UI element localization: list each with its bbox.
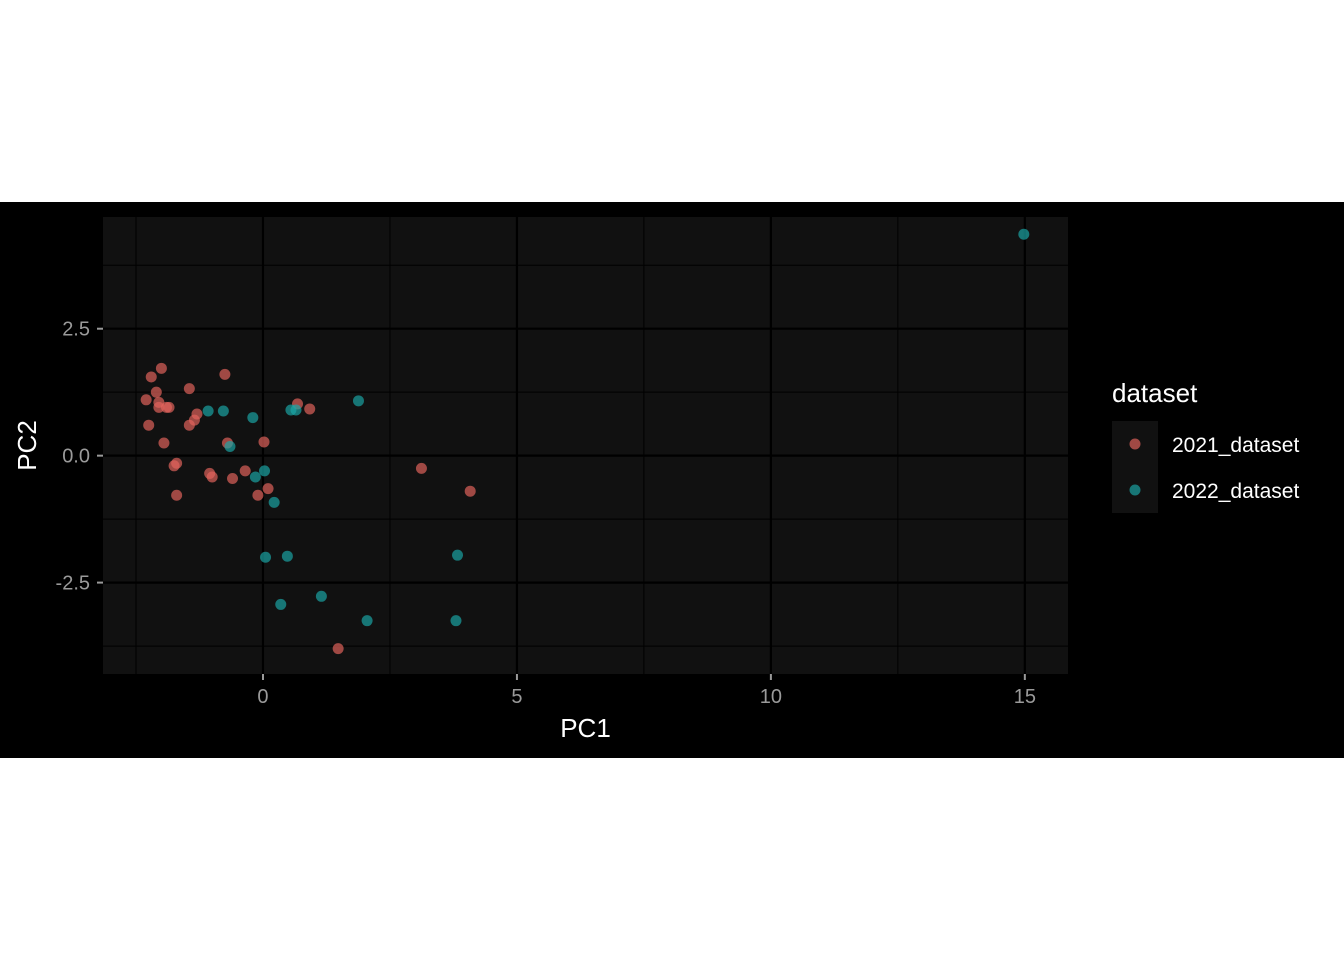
legend-items: 2021_dataset 2022_dataset [1129,434,1299,503]
data-point [304,403,316,415]
data-point [258,436,270,448]
data-point [217,405,229,417]
data-point [1018,228,1030,240]
data-point [260,551,272,563]
y-axis-title: PC2 [12,420,42,471]
x-axis-title: PC1 [560,713,611,743]
y-axis-ticks: -2.5 0.0 2.5 [56,319,103,595]
data-point [155,362,167,374]
data-point [262,483,274,495]
data-point [450,615,462,627]
x-tick-label: 0 [257,686,268,708]
data-point [224,441,236,453]
data-point [202,405,214,417]
data-point [183,383,195,395]
data-point [191,408,203,420]
legend-title: dataset [1112,378,1198,408]
data-point [158,437,170,449]
data-point [415,462,427,474]
chart-figure: 0 5 10 15 -2.5 0.0 2.5 PC1 PC2 dataset 2021_d… [0,202,1344,758]
legend-key [1129,484,1141,496]
data-point [352,395,364,407]
data-point [171,457,183,469]
legend-label: 2022_dataset [1172,480,1299,503]
data-point [143,419,155,431]
y-tick-label: 2.5 [62,319,90,341]
data-point [239,465,251,477]
data-point [249,471,261,483]
data-point [464,485,476,497]
data-point [332,643,344,655]
data-point [227,473,239,485]
data-point [247,412,259,424]
legend-label: 2021_dataset [1172,434,1299,457]
data-point [361,615,373,627]
data-point [140,394,152,406]
data-point [268,496,280,508]
data-point [219,368,231,380]
data-point [171,489,183,501]
data-point [290,404,302,416]
scatter-plot: 0 5 10 15 -2.5 0.0 2.5 PC1 PC2 dataset 2021_d… [0,202,1344,758]
data-point [206,471,218,483]
data-point [145,371,157,383]
data-point [452,549,464,561]
data-point [315,590,327,602]
x-tick-label: 10 [760,686,782,708]
y-tick-label: -2.5 [56,573,90,595]
legend: dataset 2021_dataset 2022_dataset [1112,378,1299,513]
data-point [153,401,165,413]
data-points [140,228,1030,655]
x-tick-label: 5 [511,686,522,708]
x-tick-label: 15 [1014,686,1036,708]
data-point [275,598,287,610]
x-axis-ticks: 0 5 10 15 [257,674,1036,708]
legend-keys-background [1112,421,1158,513]
grid-major [103,217,1068,674]
data-point [281,550,293,562]
plot-panel [103,217,1068,674]
data-point [259,465,271,477]
legend-key [1129,438,1141,450]
data-point [163,401,175,413]
y-tick-label: 0.0 [62,446,90,468]
data-point [252,489,264,501]
data-point [150,386,162,398]
